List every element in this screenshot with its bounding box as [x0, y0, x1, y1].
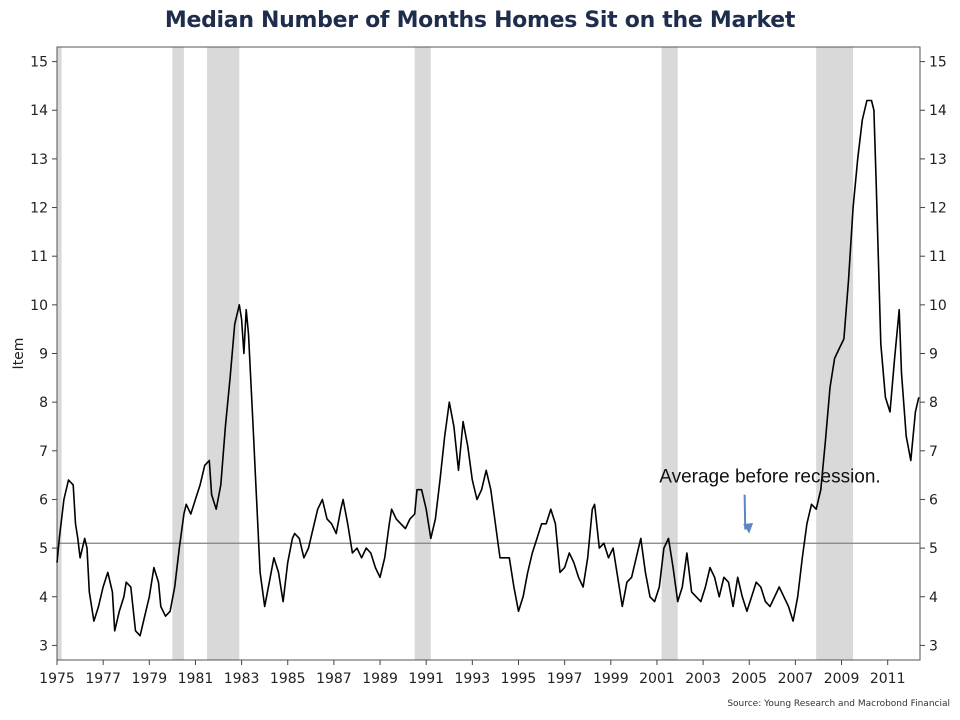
y-tick-label-right: 13: [929, 152, 947, 168]
y-axis-label: Item: [11, 338, 27, 370]
y-tick-label-right: 5: [929, 541, 938, 557]
y-tick-label: 14: [30, 103, 48, 119]
y-tick-label: 10: [30, 298, 48, 314]
y-tick-label-right: 6: [929, 492, 938, 508]
x-tick-label: 1975: [39, 671, 75, 687]
x-tick-label: 2005: [731, 671, 767, 687]
chart-title: Median Number of Months Homes Sit on the…: [164, 8, 796, 33]
x-tick-label: 2009: [824, 671, 860, 687]
x-tick-label: 2011: [870, 671, 906, 687]
recession-band: [57, 47, 62, 660]
x-tick-label: 1997: [547, 671, 583, 687]
y-tick-label: 11: [30, 249, 48, 265]
recession-band: [414, 47, 431, 660]
x-tick-label: 2003: [685, 671, 721, 687]
y-tick-label-right: 4: [929, 590, 938, 606]
x-tick-label: 1991: [408, 671, 444, 687]
y-tick-label-right: 11: [929, 249, 947, 265]
series-line: [56, 99, 920, 637]
y-tick-label: 13: [30, 152, 48, 168]
x-tick-label: 1987: [316, 671, 352, 687]
y-tick-label: 6: [39, 492, 48, 508]
y-tick-label: 12: [30, 201, 48, 217]
annotation-arrowhead: [743, 522, 754, 534]
y-tick-label: 15: [30, 55, 48, 71]
x-tick-label: 1977: [85, 671, 121, 687]
y-tick-label-right: 15: [929, 55, 947, 71]
recession-band: [172, 47, 184, 660]
source-note: Source: Young Research and Macrobond Fin…: [727, 699, 950, 709]
y-tick-label-right: 3: [929, 638, 938, 654]
x-tick-label: 1981: [178, 671, 214, 687]
x-tick-label: 1985: [270, 671, 306, 687]
x-tick-label: 1995: [501, 671, 537, 687]
y-tick-label-right: 10: [929, 298, 947, 314]
y-tick-label: 4: [39, 590, 48, 606]
y-tick-label-right: 7: [929, 444, 938, 460]
x-tick-label: 1983: [224, 671, 260, 687]
y-tick-label: 5: [39, 541, 48, 557]
recession-band: [816, 47, 854, 660]
x-tick-label: 1979: [131, 671, 167, 687]
y-tick-label-right: 12: [929, 201, 947, 217]
y-tick-label-right: 8: [929, 395, 938, 411]
y-tick-label: 9: [39, 347, 48, 363]
recession-band: [661, 47, 678, 660]
plot-frame: [56, 46, 921, 661]
y-tick-label: 3: [39, 638, 48, 654]
recession-band: [206, 47, 240, 660]
annotation-arrow: [743, 494, 747, 530]
y-tick-label-right: 9: [929, 347, 938, 363]
annotation-text: Average before recession.: [659, 466, 880, 487]
x-tick-label: 2007: [778, 671, 814, 687]
x-tick-label: 1989: [362, 671, 398, 687]
y-tick-label: 8: [39, 395, 48, 411]
y-tick-label-right: 14: [929, 103, 947, 119]
x-tick-label: 1999: [593, 671, 629, 687]
x-tick-label: 1993: [455, 671, 491, 687]
y-tick-label: 7: [39, 444, 48, 460]
x-tick-label: 2001: [639, 671, 675, 687]
